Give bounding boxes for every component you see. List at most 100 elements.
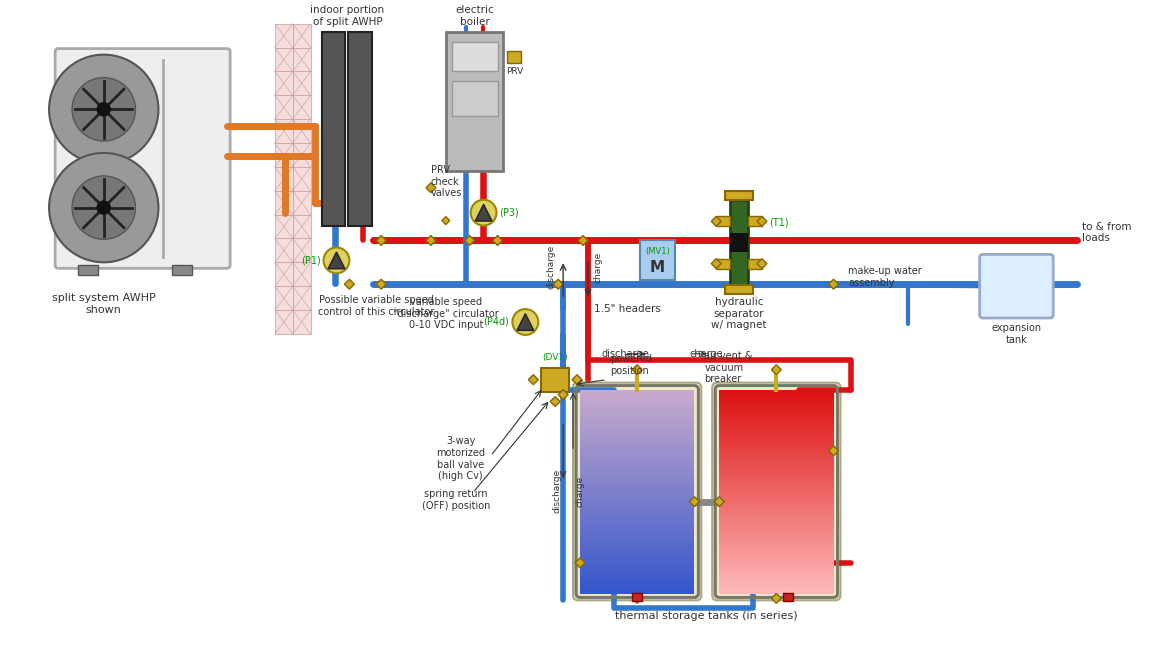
Bar bbox=[720, 468, 833, 472]
Bar bbox=[580, 393, 694, 397]
Bar bbox=[720, 413, 833, 418]
Bar bbox=[580, 501, 694, 506]
Bar bbox=[720, 390, 833, 394]
Bar bbox=[720, 488, 833, 492]
Bar bbox=[783, 594, 793, 601]
Bar bbox=[720, 586, 833, 591]
Bar bbox=[720, 529, 833, 533]
Bar bbox=[720, 526, 833, 530]
Bar bbox=[580, 393, 694, 397]
Bar bbox=[275, 47, 292, 72]
Circle shape bbox=[512, 309, 538, 335]
Bar bbox=[720, 407, 833, 411]
Bar bbox=[720, 546, 833, 550]
Bar bbox=[720, 563, 833, 567]
Text: PRV
check
valves: PRV check valves bbox=[431, 165, 462, 198]
Bar bbox=[720, 512, 833, 517]
Bar bbox=[275, 119, 292, 143]
Bar bbox=[580, 539, 694, 544]
Polygon shape bbox=[771, 365, 782, 374]
Bar bbox=[720, 539, 833, 544]
Bar bbox=[580, 468, 694, 472]
Polygon shape bbox=[558, 390, 569, 399]
Bar bbox=[720, 471, 833, 476]
Text: (MV1): (MV1) bbox=[645, 247, 670, 256]
Bar bbox=[275, 263, 292, 286]
Bar bbox=[580, 559, 694, 564]
Bar bbox=[580, 559, 694, 564]
Bar bbox=[580, 478, 694, 482]
Bar bbox=[580, 580, 694, 584]
Bar bbox=[720, 485, 833, 489]
Bar bbox=[580, 424, 694, 428]
Polygon shape bbox=[828, 445, 839, 456]
Bar bbox=[580, 522, 694, 526]
Bar bbox=[720, 559, 833, 564]
Bar bbox=[580, 546, 694, 550]
FancyBboxPatch shape bbox=[55, 49, 230, 268]
Bar bbox=[292, 95, 310, 119]
Bar bbox=[716, 259, 730, 268]
Bar bbox=[720, 492, 833, 496]
Circle shape bbox=[73, 78, 136, 141]
Bar bbox=[720, 403, 833, 407]
Bar bbox=[720, 532, 833, 537]
Bar bbox=[580, 515, 694, 520]
Bar bbox=[580, 441, 694, 445]
Polygon shape bbox=[426, 183, 436, 193]
Bar bbox=[580, 512, 694, 517]
Bar bbox=[580, 498, 694, 503]
Bar bbox=[580, 447, 694, 452]
Bar bbox=[580, 590, 694, 594]
Bar bbox=[720, 586, 833, 591]
Bar bbox=[720, 417, 833, 421]
Bar bbox=[580, 567, 694, 570]
Bar bbox=[580, 427, 694, 432]
Bar bbox=[720, 563, 833, 567]
Bar bbox=[580, 420, 694, 424]
Polygon shape bbox=[464, 236, 475, 245]
Bar bbox=[720, 501, 833, 506]
Bar bbox=[720, 407, 833, 411]
Bar bbox=[580, 434, 694, 438]
Text: spring return
(OFF) position: spring return (OFF) position bbox=[421, 489, 490, 511]
Bar bbox=[580, 485, 694, 489]
Bar bbox=[292, 47, 310, 72]
Bar bbox=[720, 580, 833, 584]
Bar bbox=[720, 447, 833, 452]
Text: (P1): (P1) bbox=[301, 255, 321, 265]
Bar bbox=[720, 430, 833, 435]
Bar bbox=[730, 232, 748, 253]
Bar bbox=[720, 576, 833, 581]
Bar bbox=[720, 478, 833, 482]
Bar bbox=[720, 519, 833, 523]
Bar bbox=[580, 505, 694, 509]
Bar bbox=[580, 465, 694, 468]
Bar bbox=[580, 457, 694, 462]
Bar bbox=[720, 556, 833, 561]
Bar bbox=[720, 465, 833, 468]
Bar bbox=[720, 509, 833, 513]
Bar bbox=[580, 407, 694, 411]
Circle shape bbox=[97, 103, 110, 116]
Bar bbox=[720, 417, 833, 421]
Bar bbox=[720, 570, 833, 574]
Bar bbox=[580, 586, 694, 591]
Bar bbox=[720, 471, 833, 476]
Bar bbox=[580, 553, 694, 557]
Bar bbox=[580, 451, 694, 455]
Bar bbox=[720, 461, 833, 465]
Bar bbox=[720, 576, 833, 581]
Bar bbox=[580, 461, 694, 465]
Bar bbox=[580, 417, 694, 421]
Bar bbox=[580, 410, 694, 415]
Polygon shape bbox=[493, 236, 502, 245]
Bar bbox=[275, 238, 292, 263]
Bar bbox=[580, 573, 694, 578]
Bar bbox=[720, 454, 833, 459]
Bar bbox=[720, 393, 833, 397]
Text: variable speed
"discharge" circulator
0-10 VDC input: variable speed "discharge" circulator 0-… bbox=[393, 297, 498, 330]
Bar bbox=[720, 498, 833, 503]
Polygon shape bbox=[714, 497, 724, 507]
Bar bbox=[580, 420, 694, 424]
